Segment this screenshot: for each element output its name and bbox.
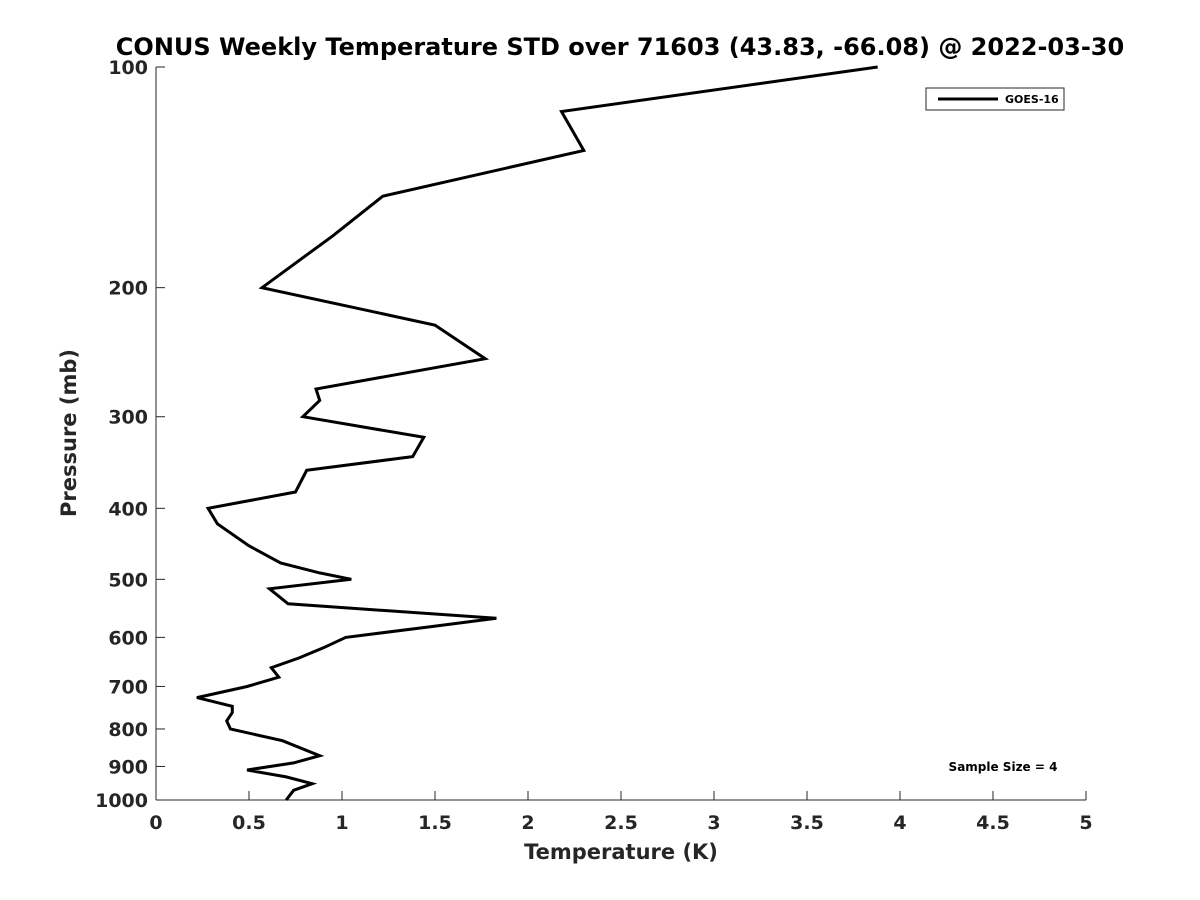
chart-title: CONUS Weekly Temperature STD over 71603 … (116, 33, 1124, 61)
x-tick-label: 2.5 (604, 812, 638, 834)
y-tick-label: 800 (108, 719, 148, 741)
y-tick-label: 400 (108, 498, 148, 520)
x-tick-label: 5 (1079, 812, 1092, 834)
y-tick-label: 700 (108, 676, 148, 698)
y-tick-label: 500 (108, 569, 148, 591)
x-tick-label: 2 (521, 812, 534, 834)
x-axis-label: Temperature (K) (524, 840, 718, 864)
x-tick-label: 1 (335, 812, 348, 834)
legend: GOES-16 (925, 87, 1065, 111)
y-tick-label: 300 (108, 407, 148, 429)
x-tick-label: 4 (893, 812, 906, 834)
x-tick-label: 0.5 (232, 812, 266, 834)
x-tick-label: 0 (149, 812, 162, 834)
y-tick-label: 900 (108, 756, 148, 778)
x-tick-label: 4.5 (976, 812, 1010, 834)
series-line-goes-16 (196, 65, 878, 801)
y-axis-ticks: 100 200 300 400 500 600 700 800 900 1000 (95, 57, 165, 812)
series-layer (196, 65, 878, 801)
y-tick-label: 200 (108, 278, 148, 300)
y-tick-label: 1000 (95, 790, 148, 812)
x-tick-label: 3.5 (790, 812, 824, 834)
y-tick-label: 100 (108, 57, 148, 79)
legend-label-goes-16: GOES-16 (1005, 93, 1059, 106)
x-tick-label: 3 (707, 812, 720, 834)
y-axis-label: Pressure (mb) (57, 349, 81, 517)
y-tick-label: 600 (108, 627, 148, 649)
x-tick-label: 1.5 (418, 812, 452, 834)
sample-size-annotation: Sample Size = 4 (949, 760, 1058, 774)
x-axis-ticks: 0 0.5 1 1.5 2 2.5 3 3.5 4 4.5 5 (149, 791, 1093, 834)
